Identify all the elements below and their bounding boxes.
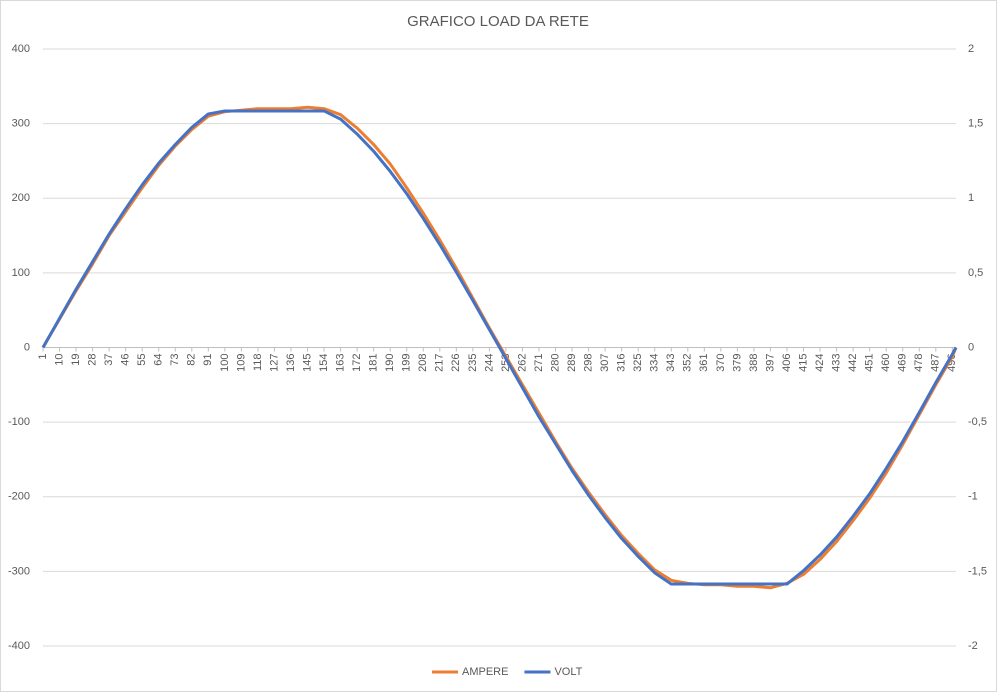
x-tick-label: 334 xyxy=(649,354,661,372)
y-tick-label: 200 xyxy=(12,192,30,204)
x-tick-label: 109 xyxy=(235,354,247,372)
x-tick-label: 217 xyxy=(434,354,446,372)
legend-label: VOLT xyxy=(554,666,582,678)
x-tick-label: 136 xyxy=(285,354,297,372)
y2-tick-label: -0,5 xyxy=(968,416,987,428)
x-tick-label: 235 xyxy=(467,354,479,372)
x-tick-label: 298 xyxy=(583,354,595,372)
y2-tick-label: 0,5 xyxy=(968,267,983,279)
x-tick-label: 190 xyxy=(384,354,396,372)
y2-tick-label: 2 xyxy=(968,43,974,55)
y-tick-label: 0 xyxy=(24,341,30,353)
y-tick-label: 400 xyxy=(12,43,30,55)
x-tick-label: 271 xyxy=(533,354,545,372)
x-tick-label: 55 xyxy=(136,354,148,366)
x-tick-label: 406 xyxy=(781,354,793,372)
x-tick-label: 91 xyxy=(202,354,214,366)
x-tick-label: 28 xyxy=(87,354,99,366)
x-tick-label: 10 xyxy=(53,354,65,366)
x-tick-label: 46 xyxy=(120,354,132,366)
y-tick-label: 100 xyxy=(12,267,30,279)
x-tick-label: 478 xyxy=(913,354,925,372)
y-tick-label: -300 xyxy=(8,565,30,577)
legend-label: AMPERE xyxy=(462,666,508,678)
x-tick-label: 442 xyxy=(847,354,859,372)
y-tick-label: -100 xyxy=(8,416,30,428)
x-tick-label: 154 xyxy=(318,354,330,372)
y2-tick-label: 0 xyxy=(968,341,974,353)
x-tick-label: 415 xyxy=(797,354,809,372)
x-tick-label: 379 xyxy=(731,354,743,372)
x-tick-label: 163 xyxy=(335,354,347,372)
x-tick-label: 280 xyxy=(549,354,561,372)
x-tick-label: 37 xyxy=(103,354,115,366)
x-tick-label: 370 xyxy=(715,354,727,372)
x-tick-label: 451 xyxy=(864,354,876,372)
x-tick-label: 424 xyxy=(814,354,826,372)
x-tick-label: 226 xyxy=(450,354,462,372)
y-tick-label: -200 xyxy=(8,491,30,503)
x-tick-label: 316 xyxy=(616,354,628,372)
y-tick-label: 300 xyxy=(12,118,30,130)
y2-tick-label: 1 xyxy=(968,192,974,204)
x-tick-label: 82 xyxy=(186,354,198,366)
y2-tick-label: -1 xyxy=(968,491,978,503)
x-tick-label: 397 xyxy=(764,354,776,372)
x-tick-label: 307 xyxy=(599,354,611,372)
x-tick-label: 388 xyxy=(748,354,760,372)
x-tick-label: 64 xyxy=(153,354,165,366)
x-tick-label: 343 xyxy=(665,354,677,372)
y2-tick-label: -2 xyxy=(968,640,978,652)
x-tick-label: 262 xyxy=(516,354,528,372)
x-tick-label: 73 xyxy=(169,354,181,366)
x-tick-label: 361 xyxy=(698,354,710,372)
x-tick-label: 253 xyxy=(500,354,512,372)
x-tick-label: 352 xyxy=(682,354,694,372)
x-tick-label: 127 xyxy=(268,354,280,372)
chart-title: GRAFICO LOAD DA RETE xyxy=(407,13,589,30)
x-tick-label: 199 xyxy=(401,354,413,372)
x-tick-label: 1 xyxy=(37,354,49,360)
x-tick-label: 469 xyxy=(897,354,909,372)
x-tick-label: 100 xyxy=(219,354,231,372)
x-tick-label: 19 xyxy=(70,354,82,366)
x-tick-label: 325 xyxy=(632,354,644,372)
x-tick-label: 118 xyxy=(252,354,264,372)
x-tick-label: 172 xyxy=(351,354,363,372)
x-tick-label: 145 xyxy=(301,354,313,372)
series-line xyxy=(41,109,958,586)
x-tick-label: 487 xyxy=(930,354,942,372)
x-tick-label: 181 xyxy=(368,354,380,372)
x-tick-label: 460 xyxy=(880,354,892,372)
x-tick-label: 433 xyxy=(830,354,842,372)
x-tick-label: 289 xyxy=(566,354,578,372)
x-tick-label: 244 xyxy=(483,354,495,372)
y2-tick-label: -1,5 xyxy=(968,565,987,577)
y2-tick-label: 1,5 xyxy=(968,118,983,130)
x-tick-label: 208 xyxy=(417,354,429,372)
y-tick-label: -400 xyxy=(8,640,30,652)
